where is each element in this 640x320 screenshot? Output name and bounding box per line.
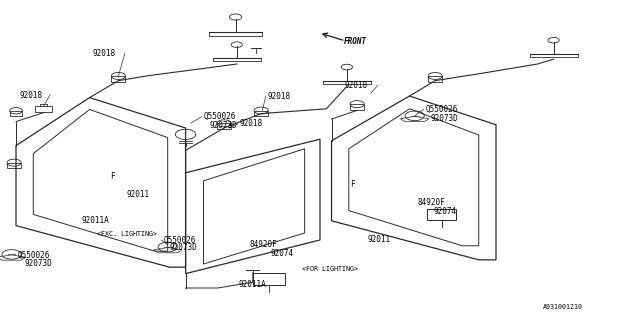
Text: Q550026: Q550026: [163, 236, 196, 244]
Text: 84920F: 84920F: [417, 198, 445, 207]
Text: 84920F: 84920F: [250, 240, 277, 249]
Text: 92011: 92011: [127, 190, 150, 199]
Bar: [7, 163, 21, 168]
Text: 92073D: 92073D: [210, 121, 237, 130]
Bar: [217, 123, 231, 129]
Text: F: F: [349, 180, 355, 188]
Bar: [111, 76, 125, 82]
Text: Q550026: Q550026: [18, 251, 51, 260]
Text: 92011: 92011: [368, 236, 391, 244]
Text: 92018: 92018: [19, 91, 42, 100]
Text: <EXC. LIGHTING>: <EXC. LIGHTING>: [97, 231, 157, 236]
Text: A931001210: A931001210: [543, 304, 583, 309]
Text: F: F: [109, 172, 115, 180]
Text: 92074: 92074: [270, 249, 293, 258]
Text: 92018: 92018: [344, 81, 367, 90]
Text: 92018: 92018: [268, 92, 291, 101]
Text: FRONT: FRONT: [344, 37, 367, 46]
Bar: [428, 76, 442, 82]
Bar: [254, 110, 268, 116]
Text: 92073D: 92073D: [430, 114, 458, 123]
Text: Q550026: Q550026: [426, 105, 458, 114]
Bar: [35, 106, 52, 112]
Bar: [253, 273, 285, 285]
Text: Q550026: Q550026: [204, 112, 236, 121]
Text: 92018: 92018: [93, 49, 116, 58]
Bar: [10, 111, 22, 116]
Bar: [350, 104, 364, 110]
Text: 92011A: 92011A: [238, 280, 266, 289]
Bar: [428, 209, 456, 220]
Text: 92011A: 92011A: [82, 216, 109, 225]
Text: 92073D: 92073D: [170, 244, 197, 252]
Text: 92074: 92074: [434, 207, 457, 216]
Text: 92018: 92018: [240, 119, 263, 128]
Text: 92073D: 92073D: [24, 259, 52, 268]
Text: <FOR LIGHTING>: <FOR LIGHTING>: [302, 267, 358, 272]
